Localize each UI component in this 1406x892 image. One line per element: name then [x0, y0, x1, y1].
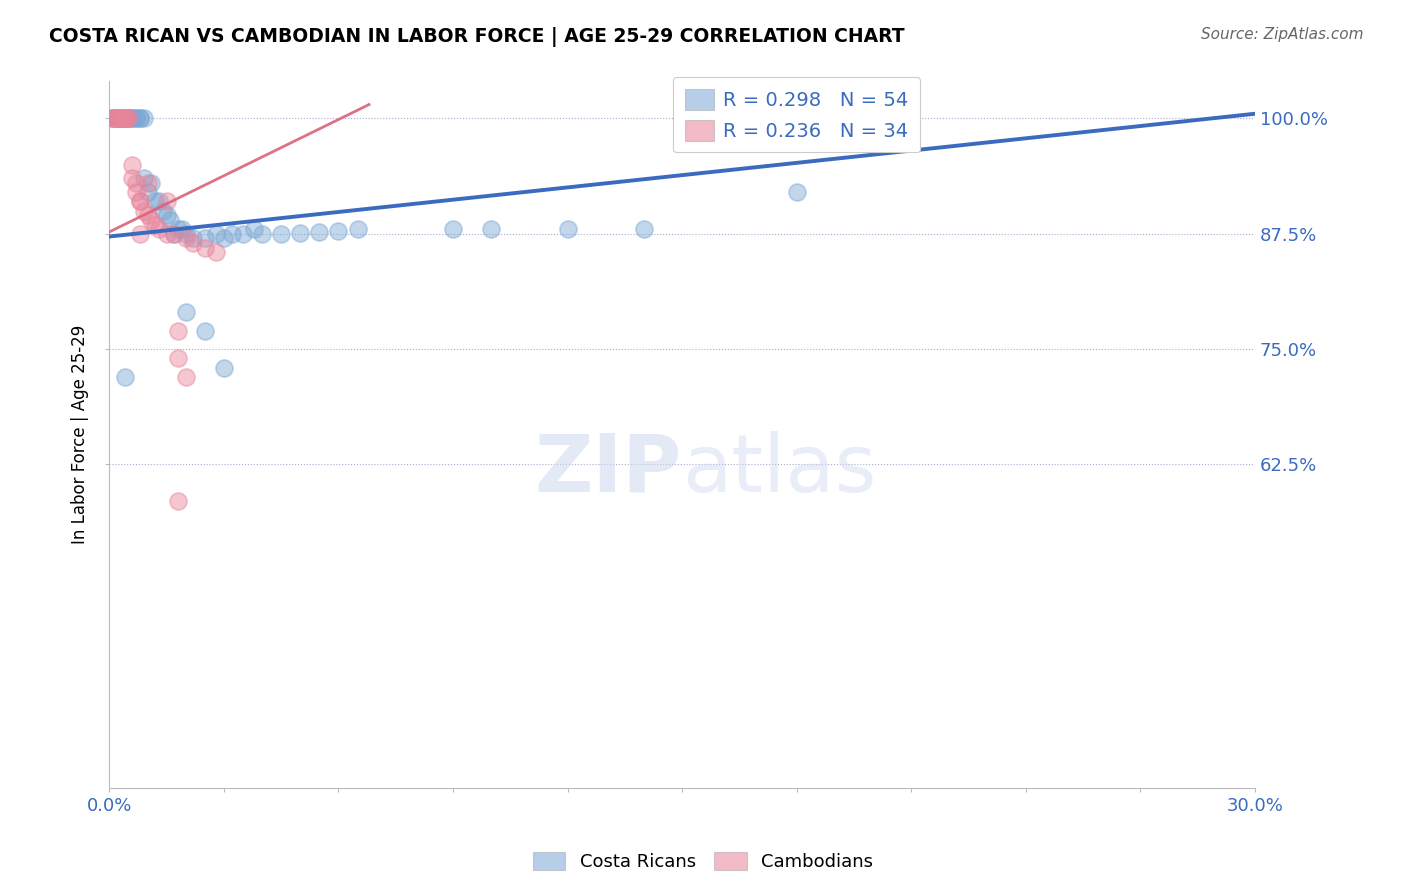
Point — [117, 112, 139, 126]
Point — [167, 222, 190, 236]
Point — [143, 194, 166, 209]
Point — [125, 185, 148, 199]
Y-axis label: In Labor Force | Age 25-29: In Labor Force | Age 25-29 — [72, 325, 89, 544]
Point — [194, 241, 217, 255]
Point — [221, 227, 243, 241]
Point — [194, 231, 217, 245]
Point — [105, 112, 128, 126]
Point — [117, 112, 139, 126]
Point — [633, 222, 655, 236]
Point — [121, 112, 143, 126]
Point — [156, 194, 179, 209]
Point — [557, 222, 579, 236]
Point — [114, 112, 136, 126]
Text: COSTA RICAN VS CAMBODIAN IN LABOR FORCE | AGE 25-29 CORRELATION CHART: COSTA RICAN VS CAMBODIAN IN LABOR FORCE … — [49, 27, 905, 46]
Point — [114, 112, 136, 126]
Point — [132, 171, 155, 186]
Point — [129, 194, 152, 209]
Point — [129, 227, 152, 241]
Text: atlas: atlas — [682, 431, 876, 508]
Point — [194, 324, 217, 338]
Point — [183, 235, 205, 250]
Point — [125, 112, 148, 126]
Point — [129, 112, 152, 126]
Point — [212, 231, 235, 245]
Point — [243, 222, 266, 236]
Point — [441, 222, 464, 236]
Point — [183, 231, 205, 245]
Point — [156, 227, 179, 241]
Point — [346, 222, 368, 236]
Point — [117, 112, 139, 126]
Point — [148, 222, 170, 236]
Point — [103, 112, 125, 126]
Point — [328, 224, 350, 238]
Point — [212, 360, 235, 375]
Point — [143, 218, 166, 232]
Point — [110, 112, 132, 126]
Point — [136, 176, 159, 190]
Point — [479, 222, 502, 236]
Point — [132, 112, 155, 126]
Point — [163, 227, 186, 241]
Point — [174, 231, 197, 245]
Point — [105, 112, 128, 126]
Point — [125, 176, 148, 190]
Point — [174, 227, 197, 241]
Point — [114, 112, 136, 126]
Point — [167, 324, 190, 338]
Point — [117, 112, 139, 126]
Point — [114, 369, 136, 384]
Point — [110, 112, 132, 126]
Point — [290, 226, 312, 240]
Point — [163, 227, 186, 241]
Point — [117, 112, 139, 126]
Point — [121, 171, 143, 186]
Point — [129, 112, 152, 126]
Point — [141, 213, 163, 227]
Point — [121, 157, 143, 171]
Point — [103, 112, 125, 126]
Point — [110, 112, 132, 126]
Point — [152, 203, 174, 218]
Point — [121, 112, 143, 126]
Point — [136, 185, 159, 199]
Point — [250, 227, 273, 241]
Point — [156, 208, 179, 222]
Point — [159, 213, 181, 227]
Point — [103, 112, 125, 126]
Point — [105, 112, 128, 126]
Point — [167, 351, 190, 366]
Point — [136, 208, 159, 222]
Point — [132, 203, 155, 218]
Point — [125, 112, 148, 126]
Legend: R = 0.298   N = 54, R = 0.236   N = 34: R = 0.298 N = 54, R = 0.236 N = 34 — [673, 77, 921, 153]
Point — [205, 227, 228, 241]
Point — [167, 494, 190, 508]
Text: ZIP: ZIP — [534, 431, 682, 508]
Point — [270, 227, 292, 241]
Text: Source: ZipAtlas.com: Source: ZipAtlas.com — [1201, 27, 1364, 42]
Point — [105, 112, 128, 126]
Point — [105, 112, 128, 126]
Point — [174, 305, 197, 319]
Point — [174, 369, 197, 384]
Point — [786, 185, 808, 199]
Point — [308, 225, 330, 239]
Point — [129, 194, 152, 209]
Point — [170, 222, 193, 236]
Point — [110, 112, 132, 126]
Point — [205, 245, 228, 260]
Point — [141, 176, 163, 190]
Point — [114, 112, 136, 126]
Point — [103, 112, 125, 126]
Point — [148, 194, 170, 209]
Legend: Costa Ricans, Cambodians: Costa Ricans, Cambodians — [526, 845, 880, 879]
Point — [110, 112, 132, 126]
Point — [232, 227, 254, 241]
